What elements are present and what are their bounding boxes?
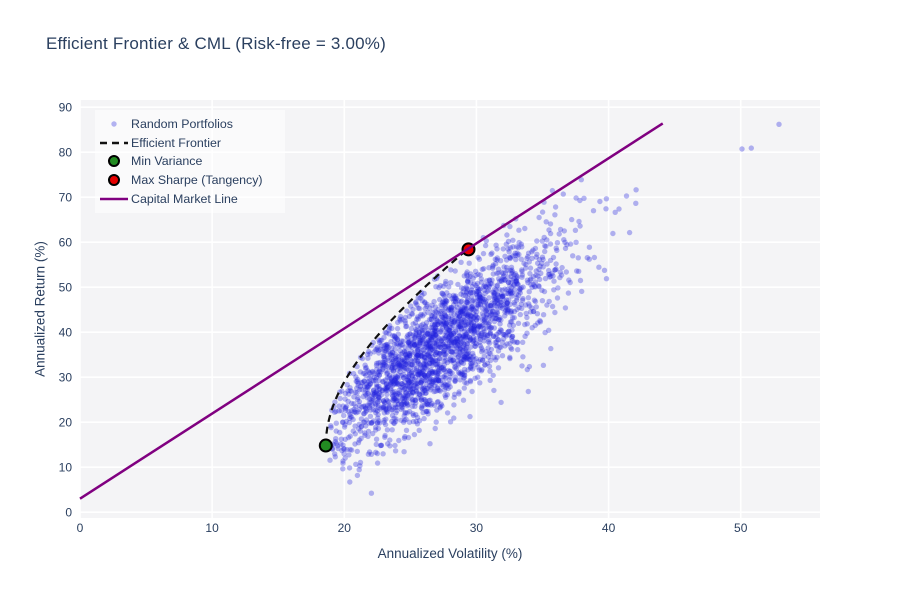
y-tick-labels: 0 10 20 30 40 50 60 70 80 90 xyxy=(59,100,73,519)
x-tick-label: 10 xyxy=(205,521,219,535)
legend-label: Efficient Frontier xyxy=(131,135,221,150)
x-axis-title: Annualized Volatility (%) xyxy=(377,546,523,561)
y-tick-label: 80 xyxy=(59,145,73,159)
min-variance-marker xyxy=(318,438,333,453)
gridlines xyxy=(79,100,820,518)
x-tick-label: 20 xyxy=(338,521,352,535)
legend-item-max-sharpe[interactable]: Max Sharpe (Tangency) xyxy=(97,171,277,190)
x-tick-labels: 0 10 20 30 40 50 xyxy=(77,521,748,535)
y-axis-title: Annualized Return (%) xyxy=(32,241,48,377)
legend-label: Random Portfolios xyxy=(131,117,233,132)
max-sharpe-marker-icon xyxy=(97,173,131,187)
y-tick-label: 70 xyxy=(59,190,73,204)
legend-item-random-portfolios[interactable]: Random Portfolios xyxy=(97,115,277,134)
y-tick-label: 30 xyxy=(59,370,73,384)
efficient-frontier-line xyxy=(324,248,469,446)
legend-label: Max Sharpe (Tangency) xyxy=(131,173,263,188)
chart-title: Efficient Frontier & CML (Risk-free = 3.… xyxy=(46,34,386,53)
min-variance-marker-icon xyxy=(97,154,131,168)
x-tick-label: 40 xyxy=(602,521,616,535)
legend-item-capital-market-line[interactable]: Capital Market Line xyxy=(97,189,277,208)
y-tick-label: 40 xyxy=(59,325,73,339)
random-portfolios-dot-icon xyxy=(97,117,131,131)
x-tick-label: 50 xyxy=(734,521,748,535)
y-tick-label: 10 xyxy=(59,460,73,474)
legend-item-efficient-frontier[interactable]: Efficient Frontier xyxy=(97,134,277,153)
purple-line-icon xyxy=(97,192,131,206)
y-tick-label: 60 xyxy=(59,235,73,249)
legend-label: Capital Market Line xyxy=(131,191,238,206)
outlier-point xyxy=(776,121,782,128)
y-tick-label: 90 xyxy=(59,100,73,114)
outlier-point xyxy=(748,145,754,151)
legend: Random Portfolios Efficient Frontier Min… xyxy=(95,110,285,213)
legend-label: Min Variance xyxy=(131,154,203,169)
random-portfolio-points xyxy=(323,121,782,496)
capital-market-line xyxy=(79,122,664,500)
y-tick-label: 0 xyxy=(65,505,72,519)
legend-item-min-variance[interactable]: Min Variance xyxy=(97,152,277,171)
y-tick-label: 20 xyxy=(59,415,73,429)
x-tick-label: 0 xyxy=(77,521,84,535)
outlier-point xyxy=(739,146,745,152)
dashed-line-icon xyxy=(97,136,131,150)
y-tick-label: 50 xyxy=(59,280,73,294)
x-tick-label: 30 xyxy=(470,521,484,535)
